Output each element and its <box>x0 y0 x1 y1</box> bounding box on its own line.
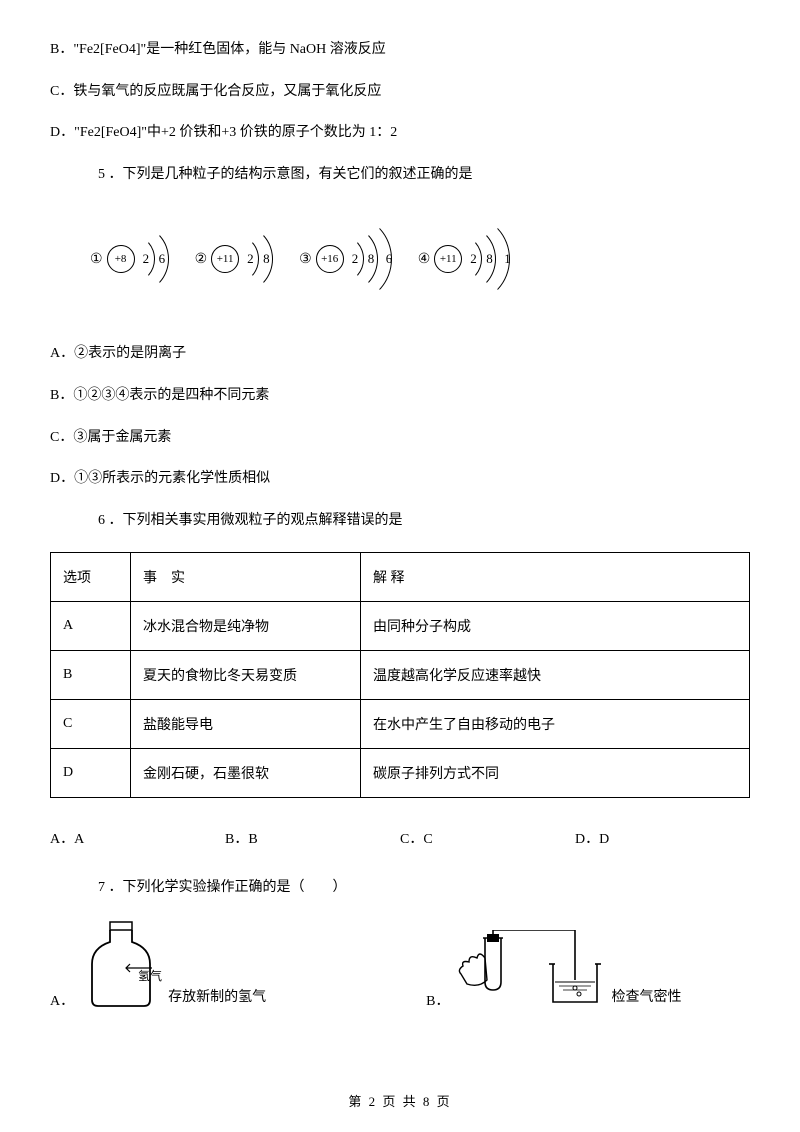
atom-4-label: ④ <box>418 251 431 268</box>
table-row: A 冰水混合物是纯净物 由同种分子构成 <box>51 602 750 651</box>
q6-cell: 温度越高化学反应速率越快 <box>361 651 750 700</box>
atom-4: ④ +11 2 8 1 <box>418 224 527 294</box>
atom-1: ① +8 2 6 <box>90 224 185 294</box>
atom-3-label: ③ <box>299 251 312 268</box>
atom-3-shell-3: 6 <box>386 251 393 267</box>
table-row: B 夏天的食物比冬天易变质 温度越高化学反应速率越快 <box>51 651 750 700</box>
q6-cell: A <box>51 602 131 651</box>
q6-option-a: A．A <box>50 828 225 848</box>
atom-1-label: ① <box>90 251 103 268</box>
q4-option-d: D．"Fe2[FeO4]"中+2 价铁和+3 价铁的原子个数比为 1：2 <box>50 123 750 143</box>
bottle-icon: 氢气 <box>80 920 162 1010</box>
q7-figure-b: B． 检查气密性 <box>426 930 681 1010</box>
table-row: 选项 事 实 解 释 <box>51 553 750 602</box>
q6-cell: 冰水混合物是纯净物 <box>131 602 361 651</box>
q6-cell: 由同种分子构成 <box>361 602 750 651</box>
q6-cell: 碳原子排列方式不同 <box>361 749 750 798</box>
q6-header-c3: 解 释 <box>361 553 750 602</box>
q6-option-c: C．C <box>400 828 575 848</box>
q6-cell: D <box>51 749 131 798</box>
table-row: C 盐酸能导电 在水中产生了自由移动的电子 <box>51 700 750 749</box>
q6-cell: B <box>51 651 131 700</box>
q7-figure-a: A． 氢气 存放新制的氢气 <box>50 920 266 1010</box>
atom-4-shell-1: 2 <box>470 251 477 267</box>
atom-4-shell-3: 1 <box>504 251 511 267</box>
q5-option-b: B．①②③④表示的是四种不同元素 <box>50 386 750 406</box>
atom-2-label: ② <box>195 251 208 268</box>
atom-1-shell-1: 2 <box>143 251 150 267</box>
q4-option-b: B．"Fe2[FeO4]"是一种红色固体，能与 NaOH 溶液反应 <box>50 40 750 60</box>
atom-2-shell-2: 8 <box>263 251 270 267</box>
q6-cell: 金刚石硬，石墨很软 <box>131 749 361 798</box>
q4-option-c: C．铁与氧气的反应既属于化合反应，又属于氧化反应 <box>50 82 750 102</box>
atom-1-shells: 2 6 <box>137 224 185 294</box>
q5-option-c: C．③属于金属元素 <box>50 428 750 448</box>
atom-2-shell-1: 2 <box>247 251 254 267</box>
q5-atom-diagrams: ① +8 2 6 ② +11 2 8 ③ +16 2 8 6 ④ +11 <box>90 224 750 294</box>
atom-2: ② +11 2 8 <box>195 224 290 294</box>
q6-cell: C <box>51 700 131 749</box>
q7a-prefix: A． <box>50 990 74 1010</box>
q6-table: 选项 事 实 解 释 A 冰水混合物是纯净物 由同种分子构成 B 夏天的食物比冬… <box>50 552 750 798</box>
atom-2-shells: 2 8 <box>241 224 289 294</box>
q6-header-c1: 选项 <box>51 553 131 602</box>
q6-header-c2: 事 实 <box>131 553 361 602</box>
atom-3-shells: 2 8 6 <box>346 224 408 294</box>
q6-cell: 盐酸能导电 <box>131 700 361 749</box>
q5-stem: 5 ．下列是几种粒子的结构示意图，有关它们的叙述正确的是 <box>50 165 750 185</box>
q6-cell: 在水中产生了自由移动的电子 <box>361 700 750 749</box>
gas-arrow-label: 氢气 <box>138 968 162 983</box>
atom-3-shell-1: 2 <box>352 251 359 267</box>
q7-figures: A． 氢气 存放新制的氢气 B． <box>50 920 750 1010</box>
atom-1-shell-2: 6 <box>159 251 166 267</box>
q6-option-d: D．D <box>575 828 750 848</box>
q7-stem: 7 ．下列化学实验操作正确的是（ ） <box>50 878 750 898</box>
page-footer: 第 2 页 共 8 页 <box>0 1091 800 1110</box>
q6-stem: 6 ．下列相关事实用微观粒子的观点解释错误的是 <box>50 511 750 531</box>
atom-3: ③ +16 2 8 6 <box>299 224 408 294</box>
q5-option-a: A．②表示的是阴离子 <box>50 344 750 364</box>
q7a-caption: 存放新制的氢气 <box>168 986 266 1010</box>
q7b-prefix: B． <box>426 990 449 1010</box>
atom-4-shell-2: 8 <box>486 251 493 267</box>
q7b-caption: 检查气密性 <box>611 986 681 1010</box>
airtightness-apparatus-icon <box>455 930 605 1010</box>
atom-3-shell-2: 8 <box>368 251 375 267</box>
q6-options: A．A B．B C．C D．D <box>50 828 750 848</box>
q6-option-b: B．B <box>225 828 400 848</box>
atom-4-shells: 2 8 1 <box>464 224 526 294</box>
q6-cell: 夏天的食物比冬天易变质 <box>131 651 361 700</box>
table-row: D 金刚石硬，石墨很软 碳原子排列方式不同 <box>51 749 750 798</box>
q5-option-d: D．①③所表示的元素化学性质相似 <box>50 469 750 489</box>
